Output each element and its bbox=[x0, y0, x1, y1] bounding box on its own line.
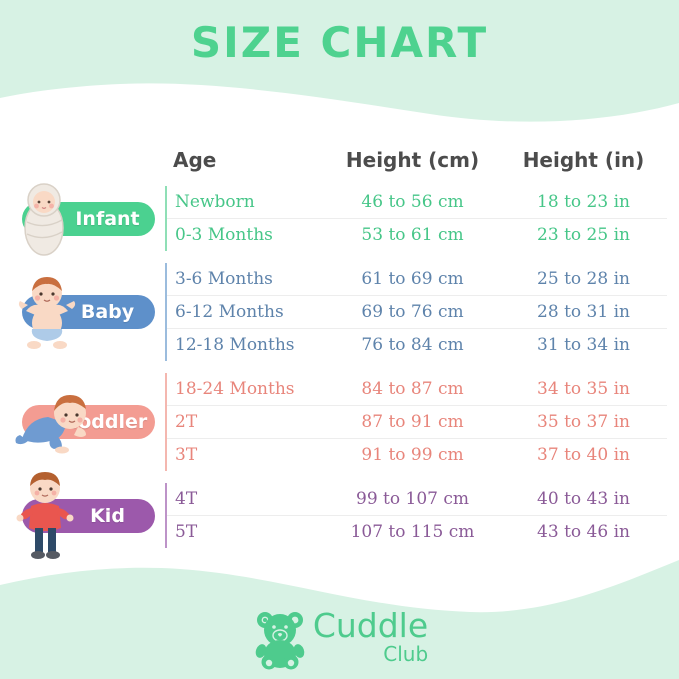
table-group-kid: Kid 4T 99 to 107 cm 40 to 43 in 5T 107 t… bbox=[0, 471, 679, 559]
height-cm-cell: 99 to 107 cm bbox=[356, 489, 469, 509]
table-row: 0-3 Months 53 to 61 cm 23 to 25 in bbox=[167, 219, 667, 251]
column-header-height-cm: Height (cm) bbox=[345, 148, 480, 172]
group-pill-label: Toddler bbox=[67, 411, 148, 433]
column-header-height-in: Height (in) bbox=[522, 148, 645, 172]
table-row: 3T 91 to 99 cm 37 to 40 in bbox=[167, 439, 667, 471]
height-in-cell: 31 to 34 in bbox=[537, 335, 630, 355]
height-cm-cell: 84 to 87 cm bbox=[361, 379, 464, 399]
table-row: 5T 107 to 115 cm 43 to 46 in bbox=[167, 516, 667, 548]
sitting-baby-illustration bbox=[18, 277, 76, 349]
height-cm-cell: 69 to 76 cm bbox=[361, 302, 464, 322]
brand-name: Cuddle Club bbox=[313, 609, 428, 664]
standing-kid-illustration bbox=[16, 471, 74, 559]
table-row: 3-6 Months 61 to 69 cm 25 to 28 in bbox=[167, 263, 667, 296]
crawling-toddler-illustration bbox=[15, 395, 86, 454]
age-cell: 3T bbox=[175, 445, 198, 465]
group-badge: Infant bbox=[0, 182, 165, 256]
group-pill-label: Infant bbox=[75, 207, 140, 230]
group-badge: Baby bbox=[0, 263, 165, 361]
brand-footer: Cuddle Club bbox=[0, 609, 679, 671]
age-cell: 5T bbox=[175, 522, 198, 542]
table-row: 4T 99 to 107 cm 40 to 43 in bbox=[167, 483, 667, 516]
height-in-cell: 35 to 37 in bbox=[537, 412, 630, 432]
table-row: 18-24 Months 84 to 87 cm 34 to 35 in bbox=[167, 373, 667, 406]
age-cell: 0-3 Months bbox=[175, 225, 273, 245]
table-row: 6-12 Months 69 to 76 cm 28 to 31 in bbox=[167, 296, 667, 329]
group-rows: 18-24 Months 84 to 87 cm 34 to 35 in 2T … bbox=[165, 373, 667, 471]
group-rows: 4T 99 to 107 cm 40 to 43 in 5T 107 to 11… bbox=[165, 483, 667, 548]
height-in-cell: 40 to 43 in bbox=[537, 489, 630, 509]
brand-logo: Cuddle Club bbox=[251, 609, 428, 671]
height-in-cell: 37 to 40 in bbox=[537, 445, 630, 465]
height-in-cell: 28 to 31 in bbox=[537, 302, 630, 322]
group-pill-label: Kid bbox=[90, 504, 125, 527]
table-row: Newborn 46 to 56 cm 18 to 23 in bbox=[167, 186, 667, 219]
age-cell: 12-18 Months bbox=[175, 335, 295, 355]
height-cm-cell: 76 to 84 cm bbox=[361, 335, 464, 355]
page-title: SIZE CHART bbox=[190, 18, 489, 67]
column-header-age: Age bbox=[173, 148, 217, 172]
group-rows: Newborn 46 to 56 cm 18 to 23 in 0-3 Mont… bbox=[165, 186, 667, 251]
height-cm-cell: 87 to 91 cm bbox=[361, 412, 464, 432]
teddy-bear-icon bbox=[255, 612, 305, 670]
height-cm-cell: 53 to 61 cm bbox=[361, 225, 464, 245]
group-rows: 3-6 Months 61 to 69 cm 25 to 28 in 6-12 … bbox=[165, 263, 667, 361]
group-badge: Toddler bbox=[0, 373, 165, 471]
brand-name-sub: Club bbox=[383, 642, 429, 666]
table-row: 2T 87 to 91 cm 35 to 37 in bbox=[167, 406, 667, 439]
group-badge: Kid bbox=[0, 471, 165, 559]
table-group-baby: Baby 3-6 Months 61 to 69 cm 25 to 28 in … bbox=[0, 263, 679, 361]
brand-name-main: Cuddle bbox=[312, 606, 429, 645]
table-groups: Infant Newborn 46 to 56 cm 18 to 23 in 0… bbox=[0, 182, 679, 559]
swaddled-infant-illustration bbox=[24, 182, 64, 256]
age-cell: Newborn bbox=[175, 192, 255, 212]
table-group-infant: Infant Newborn 46 to 56 cm 18 to 23 in 0… bbox=[0, 182, 679, 256]
size-table: Age Height (cm) Height (in) Infant Newbo… bbox=[0, 148, 679, 560]
table-header-row: Age Height (cm) Height (in) bbox=[165, 148, 667, 186]
age-cell: 6-12 Months bbox=[175, 302, 284, 322]
height-cm-cell: 107 to 115 cm bbox=[350, 522, 475, 542]
age-cell: 18-24 Months bbox=[175, 379, 295, 399]
age-cell: 4T bbox=[175, 489, 198, 509]
age-cell: 2T bbox=[175, 412, 198, 432]
table-row: 12-18 Months 76 to 84 cm 31 to 34 in bbox=[167, 329, 667, 361]
age-cell: 3-6 Months bbox=[175, 269, 273, 289]
height-in-cell: 34 to 35 in bbox=[537, 379, 630, 399]
table-group-toddler: Toddler 18-24 Months 84 to 87 cm 34 to 3… bbox=[0, 373, 679, 471]
group-pill-label: Baby bbox=[80, 301, 135, 323]
height-in-cell: 25 to 28 in bbox=[537, 269, 630, 289]
height-in-cell: 43 to 46 in bbox=[537, 522, 630, 542]
height-cm-cell: 91 to 99 cm bbox=[361, 445, 464, 465]
height-in-cell: 23 to 25 in bbox=[537, 225, 630, 245]
height-cm-cell: 46 to 56 cm bbox=[361, 192, 464, 212]
height-cm-cell: 61 to 69 cm bbox=[361, 269, 464, 289]
height-in-cell: 18 to 23 in bbox=[537, 192, 630, 212]
